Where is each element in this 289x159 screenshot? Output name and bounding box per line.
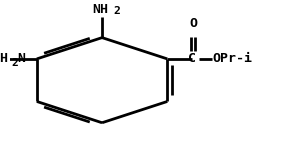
Text: O: O [189, 17, 197, 30]
Text: N: N [17, 52, 25, 65]
Text: H: H [0, 52, 8, 65]
Text: 2: 2 [114, 6, 121, 16]
Text: 2: 2 [11, 58, 18, 68]
Text: NH: NH [93, 3, 109, 16]
Text: C: C [188, 52, 197, 65]
Text: OPr-i: OPr-i [212, 52, 253, 65]
